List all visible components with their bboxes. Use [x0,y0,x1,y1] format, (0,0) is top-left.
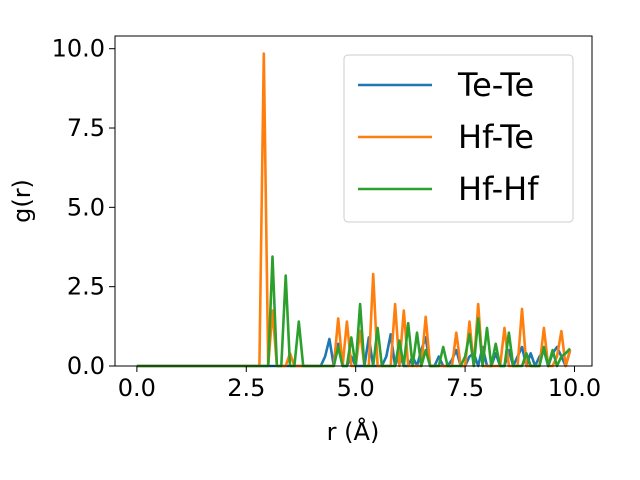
x-tick-label: 5.0 [337,374,375,402]
x-axis-label: r (Å) [327,417,380,446]
legend-box [343,54,574,223]
legend: Te-Te Hf-Te Hf-Hf [343,54,574,223]
y-tick-label: 5.0 [67,193,105,221]
y-axis: 0.0 2.5 5.0 7.5 10.0 [52,35,115,380]
y-tick-label: 10.0 [52,35,105,63]
legend-label-hf-te: Hf-Te [458,118,534,156]
x-tick-label: 7.5 [446,374,484,402]
y-tick-label: 7.5 [67,114,105,142]
legend-label-te-te: Te-Te [457,66,534,104]
y-tick-label: 0.0 [67,352,105,380]
x-tick-label: 10.0 [548,374,601,402]
y-axis-label: g(r) [8,179,36,223]
plot-frame [114,35,593,367]
y-tick-label: 2.5 [67,273,105,301]
x-tick-label: 2.5 [227,374,265,402]
x-tick-label: 0.0 [118,374,156,402]
x-axis: 0.0 2.5 5.0 7.5 10.0 [118,366,601,402]
legend-label-hf-hf: Hf-Hf [458,170,539,208]
